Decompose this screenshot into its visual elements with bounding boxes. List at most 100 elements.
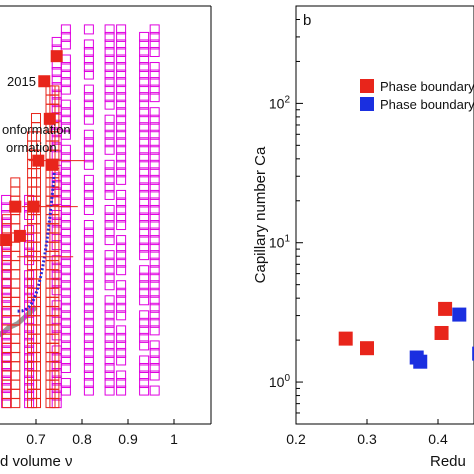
magenta-open-square [149,340,160,351]
magenta-open-square [83,362,94,373]
red-open-square [10,352,21,363]
magenta-open-square [149,46,160,57]
red-open-square [10,370,21,381]
red-open-square [45,370,56,381]
magenta-open-square [83,317,94,328]
magenta-open-square [104,77,115,88]
magenta-open-square [139,378,150,389]
legend-red-label: Phase boundary [380,79,474,94]
magenta-open-square [24,322,35,333]
magenta-open-square [51,390,62,401]
magenta-open-square [104,362,115,373]
red-open-square [10,398,21,409]
magenta-open-square [116,235,127,246]
magenta-open-square [139,99,150,110]
magenta-open-square [139,137,150,148]
red-filled-square [27,200,40,213]
magenta-open-square [149,242,160,253]
magenta-open-square [60,167,71,178]
magenta-open-square [83,378,94,389]
magenta-open-square [83,107,94,118]
legend-blue-swatch [360,97,374,111]
magenta-open-square [139,317,150,328]
red-open-square [10,296,21,307]
magenta-open-square [83,54,94,65]
magenta-open-square [149,204,160,215]
magenta-open-square [116,347,127,358]
right-panel: b Capillary number Ca Redu 100 101 102 0.2… [252,5,474,470]
right-data-points [338,301,474,369]
magenta-open-square [104,227,115,238]
magenta-open-square [60,77,71,88]
right-x-tick-label: 0.4 [428,431,448,447]
magenta-open-square [116,129,127,140]
red-open-square [1,342,12,353]
red-open-square [27,361,38,372]
magenta-open-square [60,212,71,223]
left-x-tick-label: 0.8 [72,431,92,447]
magenta-open-square [116,159,127,170]
red-filled-square [9,200,22,213]
magenta-open-square [83,182,94,193]
magenta-open-square [104,235,115,246]
magenta-open-square [104,347,115,358]
magenta-open-square [149,189,160,200]
red-filled-square [13,229,26,242]
magenta-open-square [149,174,160,185]
magenta-open-square [149,84,160,95]
right-data-square [413,354,428,369]
red-open-square [49,103,60,114]
magenta-open-square [139,362,150,373]
magenta-open-square [60,99,71,110]
right-legend: Phase boundary Phase boundary [360,79,474,112]
magenta-open-square [60,152,71,163]
magenta-open-square [116,24,127,35]
magenta-open-square [149,287,160,298]
red-open-square [45,103,56,114]
left-x-tick-label: 0.9 [118,431,138,447]
red-open-square [45,333,56,344]
magenta-open-square [60,378,71,389]
magenta-open-square [83,280,94,291]
red-open-square [49,296,60,307]
red-filled-square [32,154,45,167]
magenta-open-square [83,137,94,148]
magenta-open-square [83,250,94,261]
magenta-open-square [104,220,115,231]
magenta-open-square [60,242,71,253]
magenta-open-square [139,39,150,50]
red-open-square [45,352,56,363]
red-open-square [10,278,21,289]
magenta-open-square [83,265,94,276]
magenta-open-square [116,355,127,366]
magenta-open-square [24,270,35,281]
red-open-square [27,278,38,289]
magenta-open-square [60,129,71,140]
magenta-open-square [116,99,127,110]
magenta-open-square [83,385,94,396]
magenta-open-square [149,250,160,261]
magenta-open-square [116,62,127,73]
magenta-open-square [116,31,127,42]
magenta-open-square [51,134,62,145]
red-filled-square [0,234,13,247]
magenta-open-square [24,330,35,341]
red-open-square [45,278,56,289]
gray-curve-path [0,305,38,338]
magenta-open-square [104,272,115,283]
magenta-open-square [116,295,127,306]
magenta-open-square [83,46,94,57]
left-legend-entry-2: onformation [2,122,71,137]
magenta-open-square [139,235,150,246]
magenta-open-square [149,370,160,381]
magenta-open-square [83,114,94,125]
magenta-open-square [149,31,160,42]
magenta-open-square [83,129,94,140]
magenta-open-square [83,174,94,185]
magenta-open-square [24,300,35,311]
magenta-open-square [139,46,150,57]
red-open-square [10,379,21,390]
magenta-open-square [149,227,160,238]
magenta-open-square [104,174,115,185]
